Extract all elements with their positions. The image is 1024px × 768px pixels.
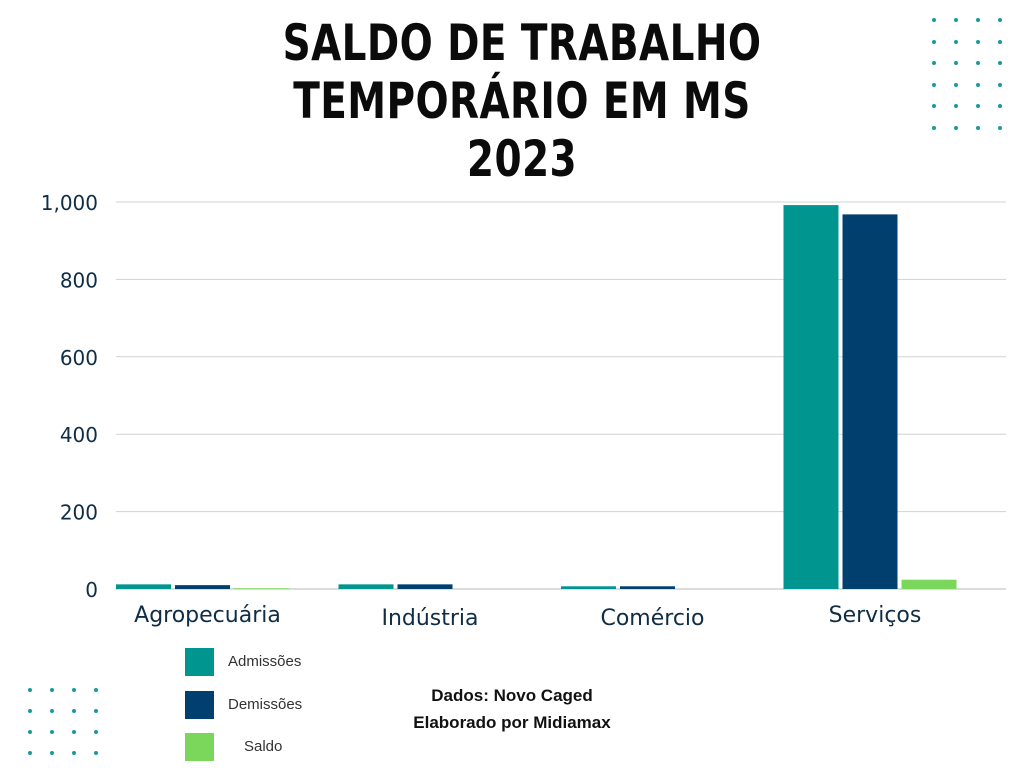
decorative-dot bbox=[932, 82, 936, 87]
x-tick-label: Comércio bbox=[600, 606, 704, 631]
decorative-dot bbox=[94, 751, 98, 755]
decorative-dot bbox=[932, 61, 936, 65]
decorative-dot bbox=[50, 688, 54, 692]
decorative-dot bbox=[998, 125, 1002, 130]
decorative-dot bbox=[932, 39, 936, 44]
chart-title-line-1: SALDO DE TRABALHO bbox=[282, 14, 762, 72]
decorative-dot bbox=[976, 125, 980, 130]
y-tick-label: 600 bbox=[60, 346, 98, 370]
bar-servicos-saldo bbox=[901, 579, 957, 589]
chart-title: SALDO DE TRABALHO TEMPORÁRIO EM MS 2023 bbox=[115, 14, 929, 188]
decorative-dot bbox=[28, 730, 32, 734]
decorative-dot bbox=[954, 125, 958, 130]
decorative-dot bbox=[72, 688, 76, 692]
decorative-dot bbox=[94, 709, 98, 713]
legend-label-demissoes: Demissões bbox=[228, 696, 303, 713]
decorative-dot bbox=[976, 82, 980, 87]
decorative-dot bbox=[932, 18, 936, 22]
chart-title-line-3: 2023 bbox=[466, 130, 578, 188]
decorative-dot bbox=[976, 104, 980, 108]
decorative-dot bbox=[998, 104, 1002, 108]
legend-swatch-demissoes bbox=[185, 691, 214, 719]
decorative-dot bbox=[932, 104, 936, 108]
source-credit: Dados: Novo Caged bbox=[431, 686, 593, 705]
y-axis-ticks: 0 200 400 600 800 1,000 bbox=[41, 191, 98, 602]
y-tick-label: 0 bbox=[85, 578, 98, 602]
decorative-dot bbox=[932, 125, 936, 130]
x-tick-label: Serviços bbox=[829, 603, 922, 628]
bar-industria-admissoes bbox=[338, 584, 394, 589]
decorative-dot bbox=[28, 709, 32, 713]
legend-swatch-saldo bbox=[185, 733, 214, 761]
decorative-dot bbox=[28, 751, 32, 755]
decorative-dot bbox=[998, 18, 1002, 22]
decorative-dot bbox=[954, 61, 958, 65]
decorative-dot bbox=[94, 730, 98, 734]
y-tick-label: 200 bbox=[60, 501, 98, 525]
bars bbox=[116, 205, 957, 589]
x-axis-ticks: Agropecuária Indústria Comércio Serviços bbox=[134, 603, 921, 631]
y-tick-label: 400 bbox=[60, 423, 98, 447]
x-tick-label: Indústria bbox=[381, 606, 478, 631]
bar-servicos-demissoes bbox=[842, 214, 898, 589]
decorative-dot bbox=[72, 730, 76, 734]
bar-agropecuaria-demissoes bbox=[175, 585, 230, 589]
bar-agropecuaria-admissoes bbox=[116, 584, 171, 589]
bar-comercio-demissoes bbox=[620, 586, 675, 589]
decorative-dot bbox=[28, 688, 32, 692]
x-tick-label: Agropecuária bbox=[134, 603, 281, 628]
legend-label-admissoes: Admissões bbox=[228, 653, 302, 670]
y-tick-label: 800 bbox=[60, 268, 98, 292]
decorative-dot bbox=[998, 82, 1002, 87]
decorative-dot bbox=[976, 39, 980, 44]
decorative-dot bbox=[998, 61, 1002, 65]
decorative-dot bbox=[954, 82, 958, 87]
decorative-dot bbox=[50, 751, 54, 755]
legend-swatch-admissoes bbox=[185, 648, 214, 676]
decorative-dot bbox=[998, 39, 1002, 44]
decorative-dot bbox=[94, 688, 98, 692]
legend-label-saldo: Saldo bbox=[244, 738, 283, 755]
y-tick-label: 1,000 bbox=[41, 191, 98, 215]
decorative-dot bbox=[954, 39, 958, 44]
decorative-dot bbox=[72, 709, 76, 713]
author-credit: Elaborado por Midiamax bbox=[413, 713, 611, 732]
bar-comercio-admissoes bbox=[561, 586, 616, 589]
bar-industria-demissoes bbox=[397, 584, 453, 589]
credits: Dados: Novo Caged Elaborado por Midiamax bbox=[360, 682, 664, 736]
decorative-dot bbox=[50, 709, 54, 713]
decorative-dot bbox=[50, 730, 54, 734]
decorative-dot bbox=[72, 751, 76, 755]
bar-agropecuaria-saldo bbox=[234, 588, 289, 589]
bar-servicos-admissoes bbox=[783, 205, 839, 589]
decorative-dot bbox=[976, 61, 980, 65]
decorative-dot bbox=[954, 104, 958, 108]
chart-title-line-2: TEMPORÁRIO EM MS bbox=[293, 72, 751, 130]
decorative-dot bbox=[954, 18, 958, 22]
decorative-dot bbox=[976, 18, 980, 22]
